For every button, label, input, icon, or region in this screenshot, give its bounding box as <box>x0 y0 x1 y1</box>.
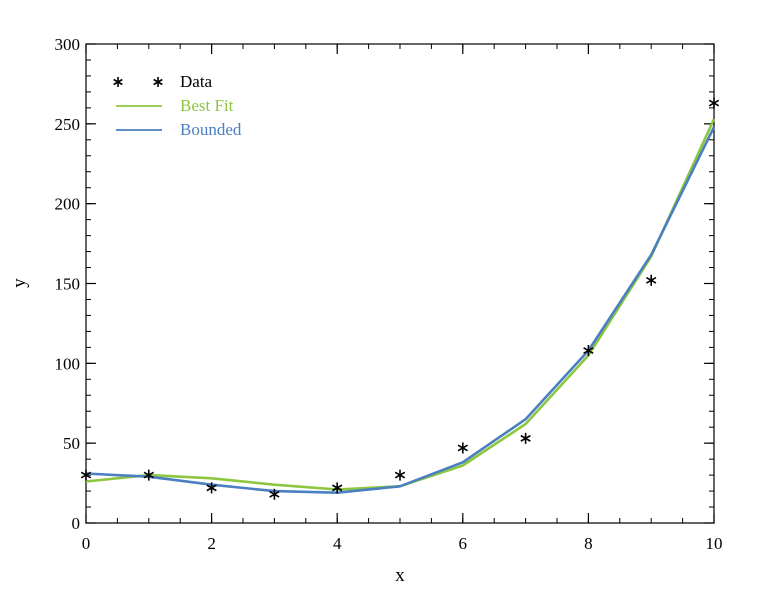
x-tick-label: 2 <box>207 534 216 553</box>
data-point <box>520 432 531 444</box>
data-point <box>206 482 217 494</box>
asterisk-stroke <box>708 99 720 107</box>
data-point <box>583 345 594 357</box>
legend-label-data: Data <box>180 72 213 91</box>
x-axis-label: x <box>395 565 405 586</box>
legend-label-best-fit: Best Fit <box>180 96 234 115</box>
series-layer <box>80 97 720 500</box>
x-tick-label: 4 <box>333 534 342 553</box>
legend-marker-data <box>113 77 123 87</box>
data-point <box>708 97 720 109</box>
y-tick-label: 250 <box>55 115 81 134</box>
x-tick-labels: 0 2 4 6 8 10 <box>82 534 723 553</box>
y-tick-labels: 0 50 100 150 200 250 300 <box>55 35 81 533</box>
asterisk-stroke <box>206 484 217 492</box>
y-tick-label: 50 <box>63 434 80 453</box>
data-point <box>269 488 280 500</box>
data-point <box>332 482 343 494</box>
legend-marker-data <box>153 77 163 87</box>
data-point <box>143 469 154 481</box>
asterisk-stroke <box>394 471 406 479</box>
asterisk-stroke <box>583 347 594 355</box>
x-tick-label: 6 <box>459 534 468 553</box>
asterisk-stroke <box>80 471 92 479</box>
asterisk-stroke <box>520 434 531 442</box>
asterisk-stroke <box>113 78 123 86</box>
bounded-line <box>85 126 716 495</box>
legend: Data Best Fit Bounded <box>113 72 242 139</box>
y-tick-label: 0 <box>72 514 81 533</box>
asterisk-stroke <box>269 490 280 498</box>
y-tick-label: 200 <box>55 195 81 214</box>
y-tick-label: 300 <box>55 35 81 54</box>
legend-label-bounded: Bounded <box>180 120 242 139</box>
x-tick-label: 10 <box>706 534 723 553</box>
data-point <box>80 469 92 481</box>
asterisk-stroke <box>332 484 343 492</box>
data-point <box>646 274 657 286</box>
y-axis-label: y <box>9 278 30 288</box>
y-tick-label: 150 <box>55 275 81 294</box>
asterisk-stroke <box>646 276 657 284</box>
data-point <box>457 442 468 454</box>
y-tick-label: 100 <box>55 354 81 373</box>
x-tick-label: 0 <box>82 534 91 553</box>
asterisk-stroke <box>153 78 163 86</box>
asterisk-stroke <box>457 444 468 452</box>
data-point <box>394 469 406 481</box>
major-ticks <box>85 43 715 524</box>
asterisk-stroke <box>143 471 154 479</box>
x-tick-label: 8 <box>584 534 593 553</box>
